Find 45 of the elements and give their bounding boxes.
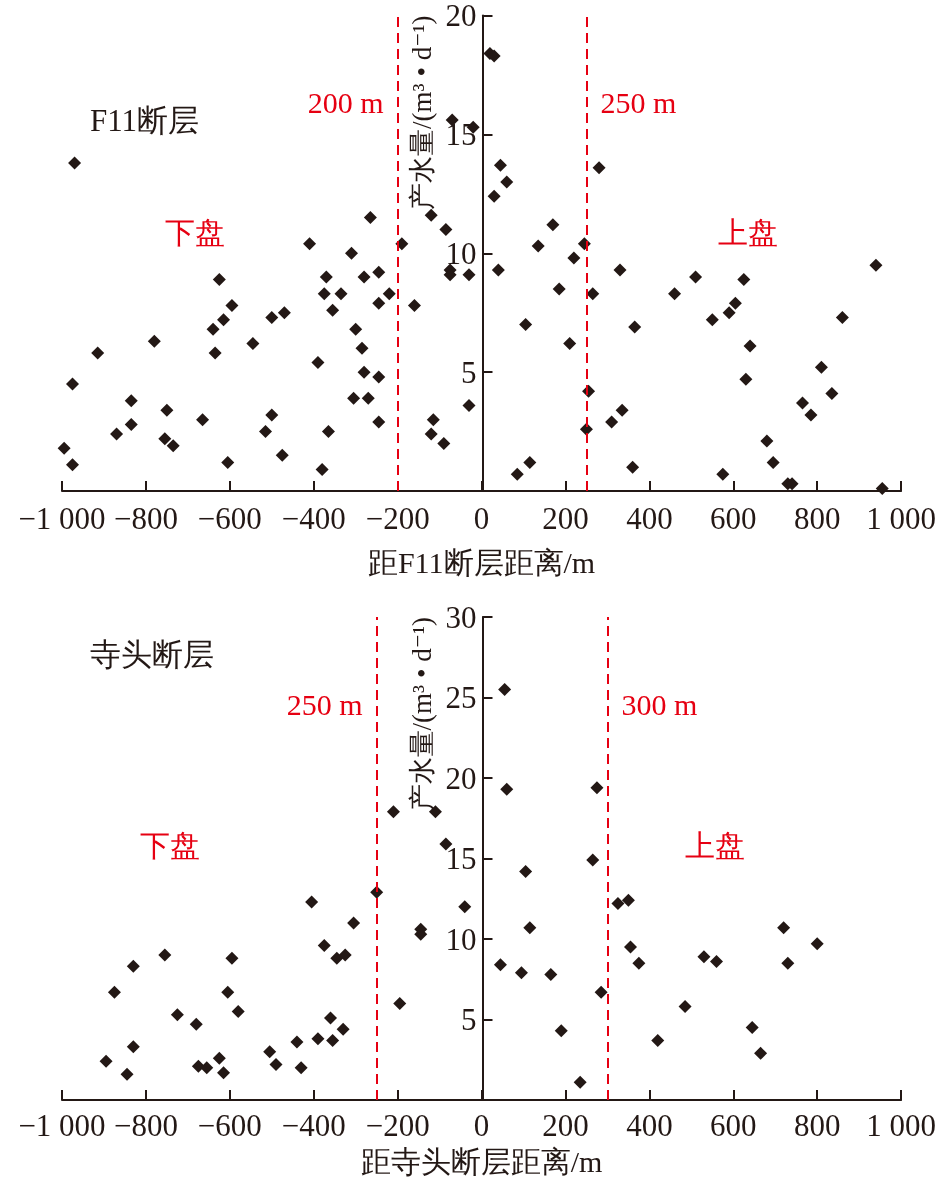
y-axis-title: 产水量/(m³ • d⁻¹) (406, 15, 437, 210)
x-tick-label: 800 (793, 501, 841, 536)
x-axis-title: 距寺头断层距离/m (360, 1144, 603, 1178)
ref-line-label: 300 m (621, 687, 698, 721)
y-tick-label: 30 (445, 599, 477, 635)
text: 寺头断层 (90, 637, 214, 672)
x-tick-label: −600 (197, 1108, 262, 1143)
x-tick-label: 600 (710, 501, 757, 536)
x-tick-label: 600 (710, 1108, 757, 1143)
x-tick-label: 200 (542, 501, 589, 536)
text: F11断层 (90, 103, 200, 138)
x-tick-label: 0 (473, 1108, 490, 1143)
y-tick-label: 15 (445, 841, 477, 876)
ref-line-label: 200 m (307, 86, 384, 119)
y-tick-label: 10 (445, 235, 477, 271)
y-tick-label: 5 (461, 1002, 477, 1037)
annotation: 下盘 (140, 828, 200, 862)
x-tick-label: 0 (473, 501, 490, 536)
x-tick-label: 200 (542, 1108, 589, 1143)
y-axis-title: 产水量/(m³ • d⁻¹) (406, 617, 437, 812)
x-axis-title: 距F11断层距离/m (367, 545, 596, 579)
x-tick-label: −800 (113, 1108, 178, 1143)
annotation: 下盘 (165, 215, 225, 249)
x-tick-label: 1 000 (866, 1108, 936, 1143)
y-tick-label: 10 (445, 921, 477, 957)
x-tick-label: 800 (793, 1108, 841, 1143)
x-tick-label: −200 (365, 501, 430, 536)
x-tick-label: −1 000 (18, 501, 106, 536)
y-tick-label: 5 (461, 354, 477, 390)
x-tick-label: −800 (113, 501, 178, 536)
x-tick-label: −600 (197, 501, 262, 536)
x-tick-label: −400 (281, 501, 346, 536)
x-tick-label: −200 (365, 1108, 430, 1143)
x-tick-label: 400 (626, 501, 673, 536)
x-tick-label: 1 000 (866, 501, 936, 536)
x-tick-label: 400 (626, 1108, 673, 1143)
ref-line-label: 250 m (600, 86, 677, 119)
y-tick-label: 25 (445, 680, 477, 715)
x-tick-label: −400 (281, 1108, 346, 1143)
y-tick-label: 20 (445, 760, 477, 796)
annotation: 上盘 (718, 215, 778, 249)
x-tick-label: −1 000 (18, 1108, 106, 1143)
ref-line-label: 250 m (286, 687, 363, 721)
annotation: 上盘 (685, 828, 745, 862)
y-tick-label: 20 (445, 0, 477, 33)
